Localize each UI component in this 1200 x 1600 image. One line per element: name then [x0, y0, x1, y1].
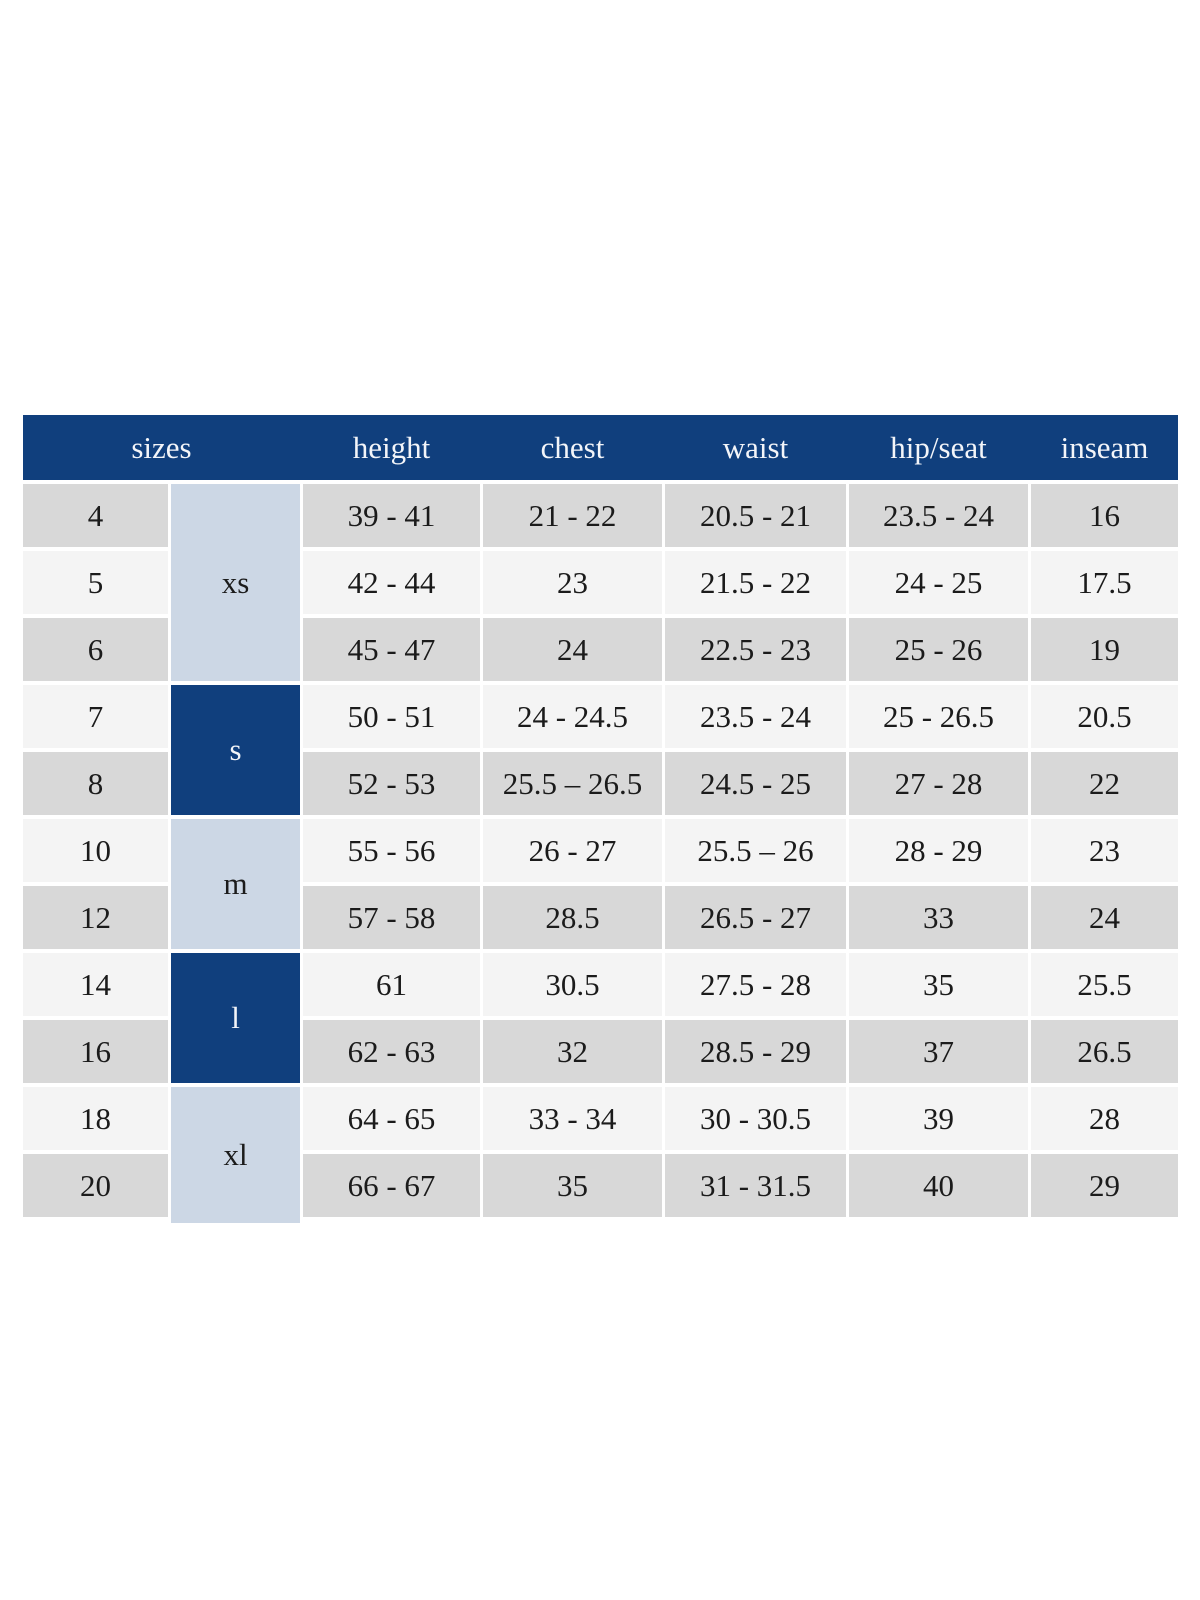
cell-inseam-size-10: 23 — [1031, 819, 1178, 882]
cell-size-size-8: 8 — [23, 752, 168, 815]
cell-chest-size-20: 35 — [483, 1154, 662, 1217]
cell-size-size-4: 4 — [23, 484, 168, 547]
cell-height-size-6: 45 - 47 — [303, 618, 480, 681]
column-header-chest: chest — [540, 429, 605, 465]
cell-inseam-size-5: 17.5 — [1031, 551, 1178, 614]
cell-size-size-16: 16 — [23, 1020, 168, 1083]
cell-hip-seat-size-4: 23.5 - 24 — [849, 484, 1028, 547]
cell-inseam-size-14: 25.5 — [1031, 953, 1178, 1016]
cell-hip-seat-size-14: 35 — [849, 953, 1028, 1016]
size-group-s: s — [171, 685, 300, 815]
cell-waist-size-20: 31 - 31.5 — [665, 1154, 846, 1217]
cell-hip-seat-size-5: 24 - 25 — [849, 551, 1028, 614]
cell-waist-size-18: 30 - 30.5 — [665, 1087, 846, 1150]
column-header-hip-seat: hip/seat — [890, 429, 987, 465]
cell-size-size-18: 18 — [23, 1087, 168, 1150]
cell-height-size-18: 64 - 65 — [303, 1087, 480, 1150]
column-header-inseam: inseam — [1060, 429, 1149, 465]
cell-height-size-7: 50 - 51 — [303, 685, 480, 748]
cell-inseam-size-18: 28 — [1031, 1087, 1178, 1150]
cell-chest-size-4: 21 - 22 — [483, 484, 662, 547]
column-header-sizes: sizes — [131, 429, 192, 465]
cell-height-size-10: 55 - 56 — [303, 819, 480, 882]
cell-chest-size-12: 28.5 — [483, 886, 662, 949]
size-group-l: l — [171, 953, 300, 1083]
cell-inseam-size-16: 26.5 — [1031, 1020, 1178, 1083]
size-group-xl: xl — [171, 1087, 300, 1223]
cell-waist-size-10: 25.5 – 26 — [665, 819, 846, 882]
cell-height-size-8: 52 - 53 — [303, 752, 480, 815]
cell-waist-size-4: 20.5 - 21 — [665, 484, 846, 547]
cell-hip-seat-size-10: 28 - 29 — [849, 819, 1028, 882]
cell-size-size-10: 10 — [23, 819, 168, 882]
cell-chest-size-7: 24 - 24.5 — [483, 685, 662, 748]
cell-size-size-7: 7 — [23, 685, 168, 748]
cell-height-size-12: 57 - 58 — [303, 886, 480, 949]
cell-chest-size-16: 32 — [483, 1020, 662, 1083]
cell-hip-seat-size-16: 37 — [849, 1020, 1028, 1083]
column-header-height: height — [352, 429, 431, 465]
cell-chest-size-18: 33 - 34 — [483, 1087, 662, 1150]
cell-inseam-size-4: 16 — [1031, 484, 1178, 547]
cell-chest-size-5: 23 — [483, 551, 662, 614]
table-header-row: sizes height chest waist hip/seat inseam — [23, 415, 1178, 480]
cell-chest-size-10: 26 - 27 — [483, 819, 662, 882]
cell-inseam-size-8: 22 — [1031, 752, 1178, 815]
cell-height-size-5: 42 - 44 — [303, 551, 480, 614]
cell-height-size-4: 39 - 41 — [303, 484, 480, 547]
cell-size-size-5: 5 — [23, 551, 168, 614]
cell-waist-size-7: 23.5 - 24 — [665, 685, 846, 748]
size-chart-table: sizes height chest waist hip/seat inseam… — [23, 415, 1178, 1223]
column-header-waist: waist — [722, 429, 789, 465]
cell-chest-size-14: 30.5 — [483, 953, 662, 1016]
size-group-xs: xs — [171, 484, 300, 681]
cell-size-size-20: 20 — [23, 1154, 168, 1217]
cell-inseam-size-6: 19 — [1031, 618, 1178, 681]
cell-waist-size-6: 22.5 - 23 — [665, 618, 846, 681]
cell-waist-size-14: 27.5 - 28 — [665, 953, 846, 1016]
cell-height-size-20: 66 - 67 — [303, 1154, 480, 1217]
cell-waist-size-8: 24.5 - 25 — [665, 752, 846, 815]
cell-hip-seat-size-18: 39 — [849, 1087, 1028, 1150]
cell-height-size-16: 62 - 63 — [303, 1020, 480, 1083]
cell-size-size-14: 14 — [23, 953, 168, 1016]
cell-inseam-size-20: 29 — [1031, 1154, 1178, 1217]
cell-height-size-14: 61 — [303, 953, 480, 1016]
size-group-m: m — [171, 819, 300, 949]
cell-hip-seat-size-12: 33 — [849, 886, 1028, 949]
cell-hip-seat-size-8: 27 - 28 — [849, 752, 1028, 815]
cell-inseam-size-7: 20.5 — [1031, 685, 1178, 748]
cell-inseam-size-12: 24 — [1031, 886, 1178, 949]
cell-chest-size-6: 24 — [483, 618, 662, 681]
cell-hip-seat-size-6: 25 - 26 — [849, 618, 1028, 681]
cell-size-size-6: 6 — [23, 618, 168, 681]
cell-chest-size-8: 25.5 – 26.5 — [483, 752, 662, 815]
cell-waist-size-16: 28.5 - 29 — [665, 1020, 846, 1083]
cell-size-size-12: 12 — [23, 886, 168, 949]
cell-waist-size-5: 21.5 - 22 — [665, 551, 846, 614]
cell-hip-seat-size-7: 25 - 26.5 — [849, 685, 1028, 748]
cell-waist-size-12: 26.5 - 27 — [665, 886, 846, 949]
cell-hip-seat-size-20: 40 — [849, 1154, 1028, 1217]
